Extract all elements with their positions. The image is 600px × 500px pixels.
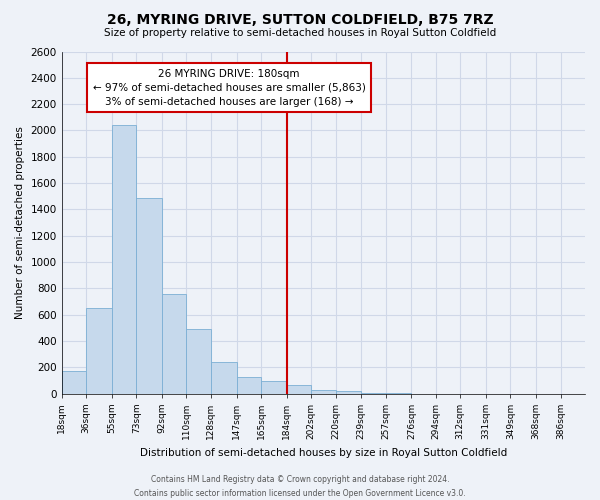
Bar [361, 393, 386, 394]
Text: Contains HM Land Registry data © Crown copyright and database right 2024.
Contai: Contains HM Land Registry data © Crown c… [134, 476, 466, 498]
Text: Size of property relative to semi-detached houses in Royal Sutton Coldfield: Size of property relative to semi-detach… [104, 28, 496, 38]
Bar [86, 308, 112, 394]
Bar [335, 391, 361, 394]
Bar [187, 330, 211, 394]
Bar [162, 294, 187, 394]
Text: 26, MYRING DRIVE, SUTTON COLDFIELD, B75 7RZ: 26, MYRING DRIVE, SUTTON COLDFIELD, B75 … [107, 12, 493, 26]
Bar [112, 125, 136, 394]
Bar [211, 362, 236, 394]
Y-axis label: Number of semi-detached properties: Number of semi-detached properties [15, 126, 25, 319]
Bar [136, 198, 162, 394]
X-axis label: Distribution of semi-detached houses by size in Royal Sutton Coldfield: Distribution of semi-detached houses by … [140, 448, 507, 458]
Text: 26 MYRING DRIVE: 180sqm
← 97% of semi-detached houses are smaller (5,863)
3% of : 26 MYRING DRIVE: 180sqm ← 97% of semi-de… [92, 68, 365, 106]
Bar [261, 380, 287, 394]
Bar [287, 385, 311, 394]
Bar [311, 390, 335, 394]
Bar [62, 372, 86, 394]
Bar [236, 376, 261, 394]
